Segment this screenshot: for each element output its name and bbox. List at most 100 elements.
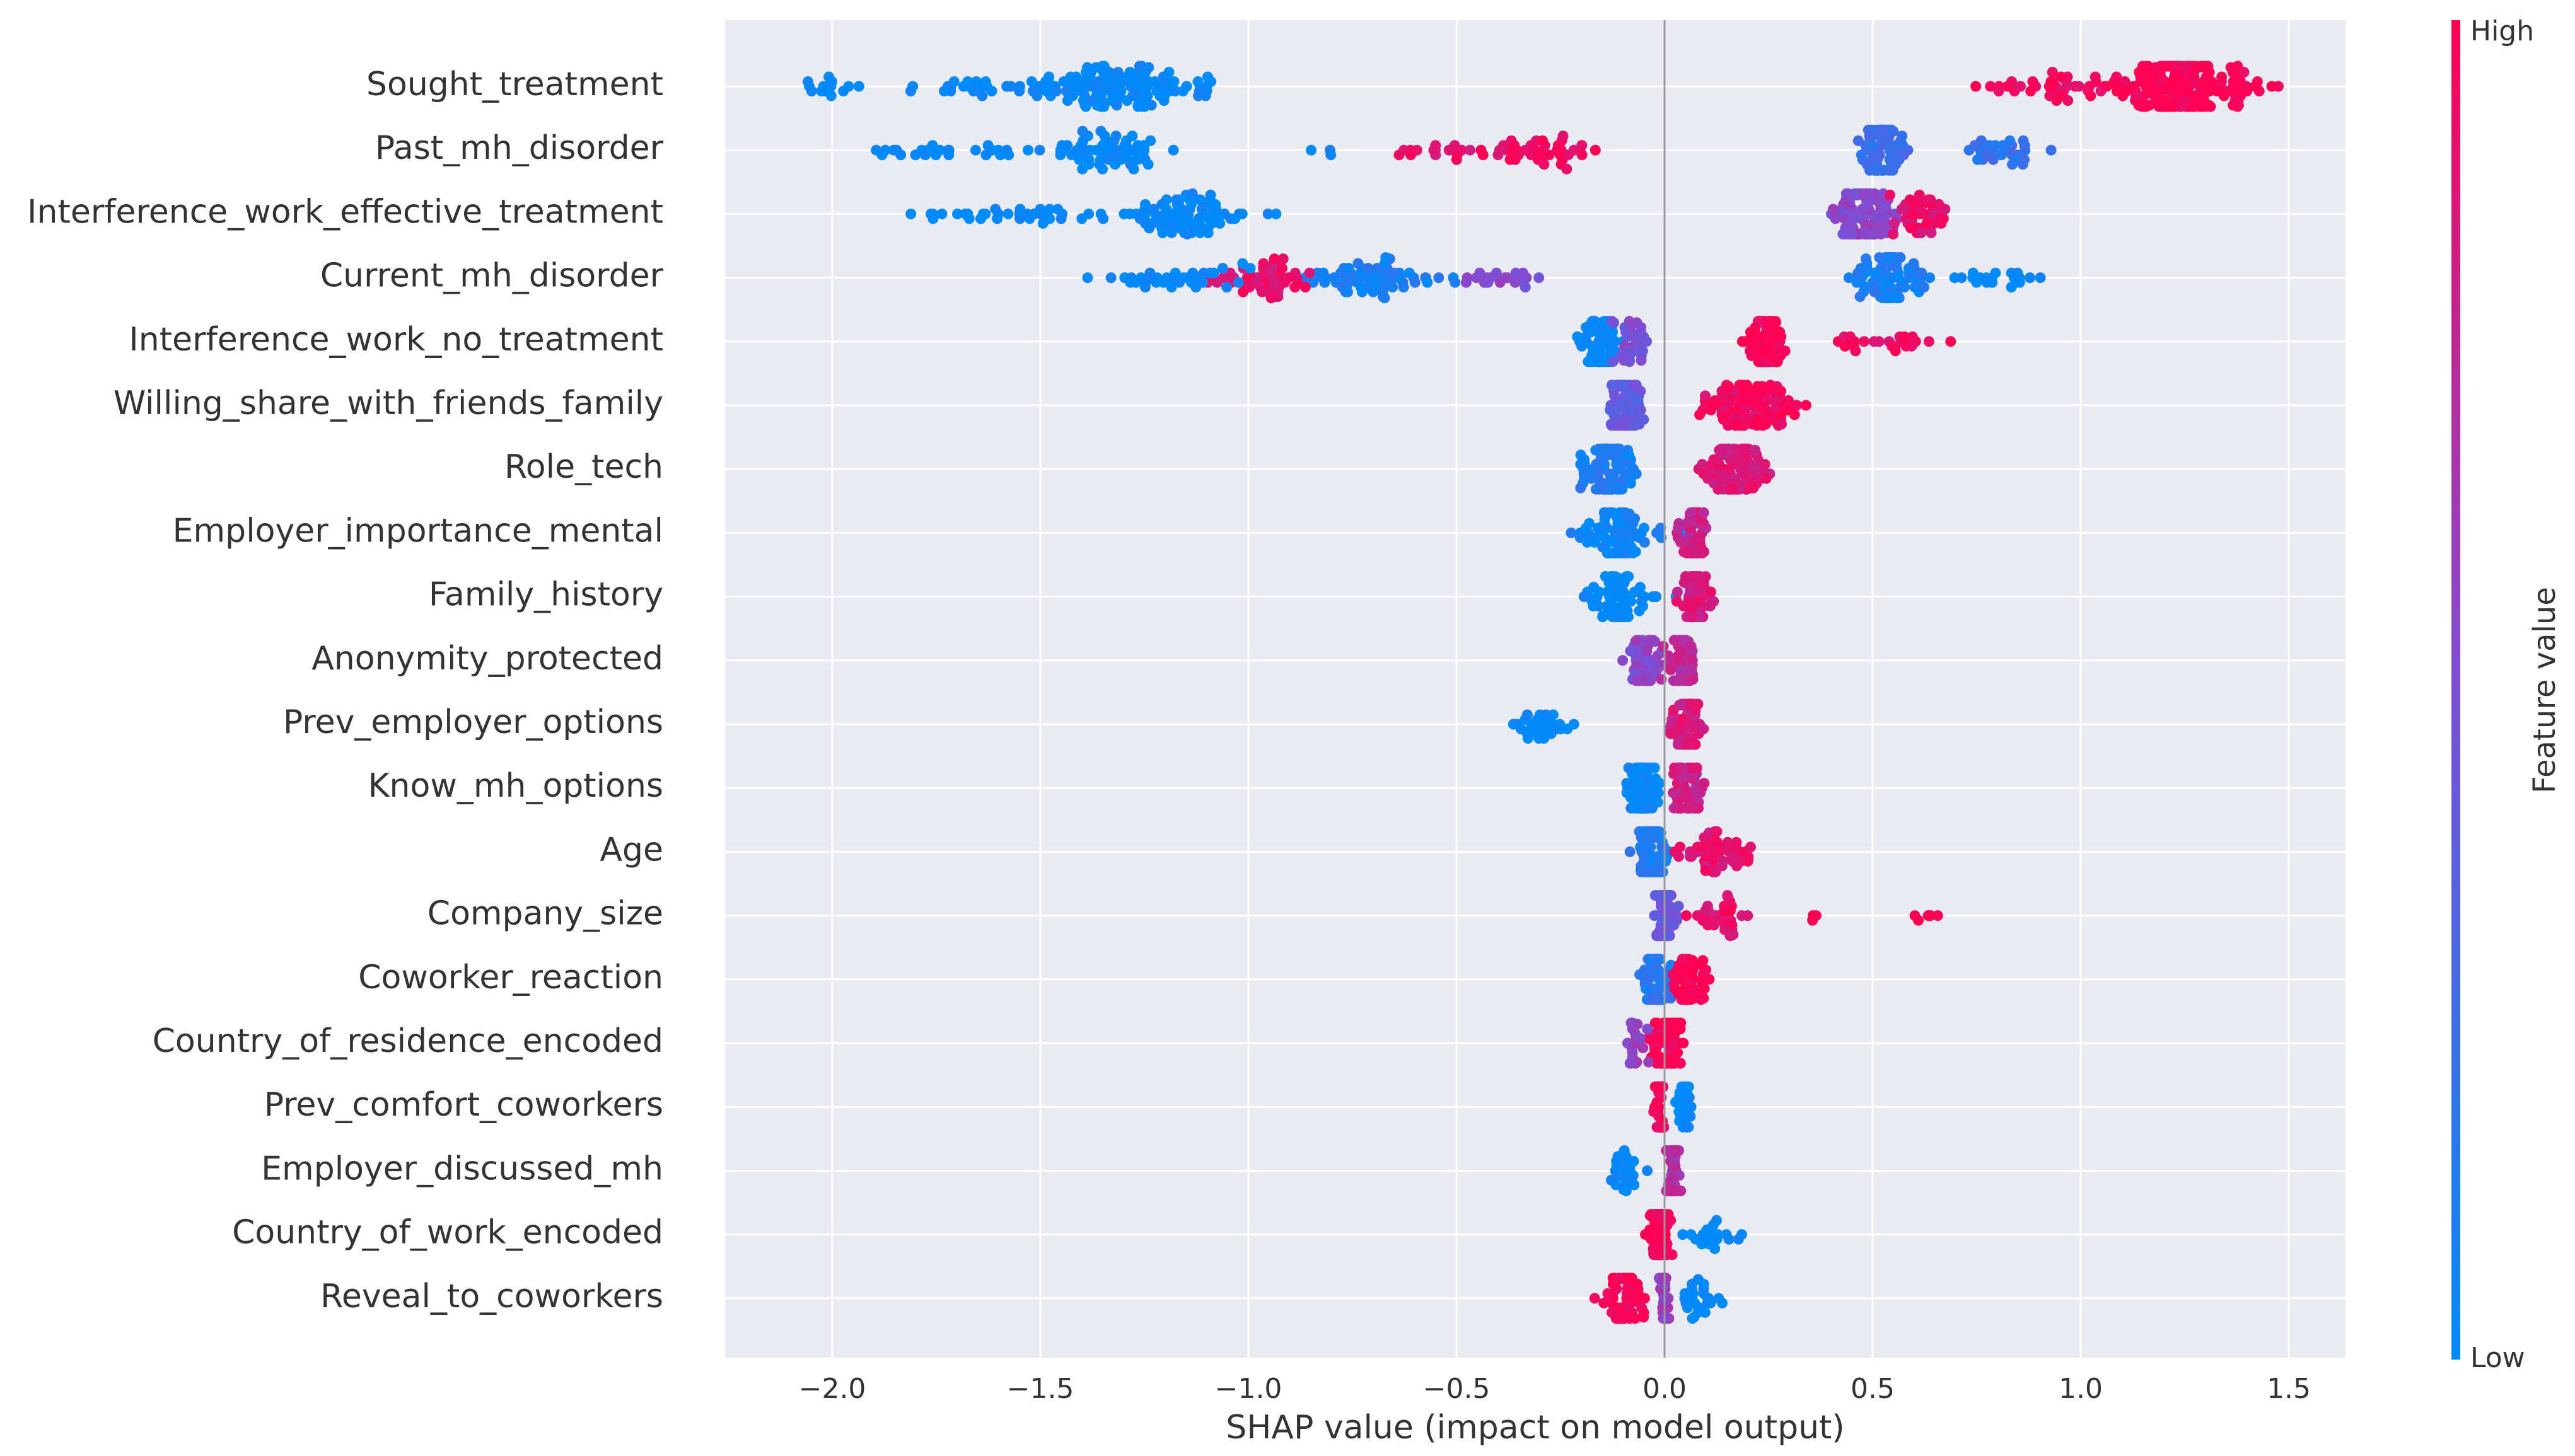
shap-point [952, 208, 963, 219]
shap-point [2015, 81, 2026, 92]
shap-point [1174, 277, 1185, 288]
shap-point [980, 149, 992, 161]
shap-point [1477, 149, 1489, 161]
shap-point [1277, 253, 1289, 265]
shap-point [1014, 204, 1026, 215]
shap-point [1685, 507, 1696, 518]
shap-point [927, 213, 939, 224]
shap-point [1158, 277, 1169, 288]
shap-point [958, 81, 969, 92]
shap-point [1675, 1017, 1687, 1029]
shap-point [1065, 71, 1076, 83]
shap-point [1105, 272, 1117, 284]
shap-point [1643, 635, 1654, 646]
shap-point [2163, 61, 2175, 72]
shap-point [1628, 1155, 1639, 1167]
feature-label: Prev_employer_options [283, 703, 663, 741]
shap-point [1678, 635, 1689, 646]
feature-label: Country_of_work_encoded [232, 1214, 663, 1252]
shap-point [1687, 955, 1698, 966]
shap-point [1607, 356, 1619, 367]
shap-point [1765, 345, 1776, 357]
shap-point [1648, 1106, 1660, 1118]
shap-point [1945, 336, 1956, 347]
shap-point [1623, 611, 1634, 623]
shap-point [905, 208, 917, 219]
shap-point [1627, 547, 1639, 558]
shap-point [2238, 67, 2250, 78]
shap-point [1533, 733, 1545, 744]
shap-point [1617, 655, 1629, 666]
shap-point [1706, 586, 1716, 598]
shap-point [1699, 778, 1710, 789]
shap-point [1691, 762, 1702, 773]
shap-point [1034, 144, 1045, 156]
shap-point [2090, 71, 2101, 83]
shap-point [1537, 135, 1548, 146]
shap-point [1895, 252, 1906, 263]
shap-point [1044, 213, 1055, 224]
feature-label: Reveal_to_coworkers [320, 1278, 663, 1315]
shap-point [1637, 1043, 1649, 1053]
shap-point [1690, 739, 1701, 750]
shap-point [1095, 125, 1107, 137]
shap-point [1702, 920, 1714, 931]
shap-point [1972, 154, 1984, 165]
shap-point [1619, 1145, 1630, 1156]
shap-point [2035, 272, 2046, 284]
shap-point [1723, 420, 1734, 431]
shap-point [1149, 76, 1161, 87]
shap-point [1491, 267, 1502, 279]
shap-point [1132, 101, 1144, 112]
shap-point [1634, 605, 1645, 616]
shap-point [1712, 836, 1723, 848]
shap-point [1610, 1179, 1622, 1191]
feature-label: Role_tech [504, 448, 663, 486]
shap-point [1342, 286, 1353, 298]
shap-point [1837, 228, 1849, 240]
shap-point [1161, 194, 1172, 205]
shap-point [1624, 316, 1635, 327]
shap-point [1238, 286, 1248, 298]
shap-point [1614, 547, 1625, 558]
shap-point [995, 149, 1006, 161]
feature-label: Company_size [427, 895, 663, 933]
shap-point [1077, 163, 1088, 175]
shap-point [1687, 611, 1698, 623]
shap-point [1629, 420, 1640, 431]
shap-point [1646, 802, 1658, 814]
shap-point [1139, 282, 1151, 293]
shap-point [1192, 76, 1204, 87]
shap-point [1194, 227, 1206, 238]
shap-point [1755, 316, 1766, 327]
shap-point [1202, 227, 1214, 238]
shap-point [1163, 67, 1175, 78]
shap-point [1576, 340, 1588, 352]
shap-point [1678, 1037, 1689, 1049]
shap-point [1279, 277, 1291, 288]
shap-point [1863, 124, 1874, 136]
shap-point [1914, 189, 1925, 200]
shap-point [1269, 253, 1280, 265]
shap-point [1026, 76, 1037, 87]
shap-point [927, 140, 938, 151]
shap-point [1874, 252, 1885, 263]
x-tick-label: 1.0 [2059, 1373, 2103, 1405]
shap-point [1003, 208, 1014, 219]
shap-point [1110, 130, 1122, 142]
shap-point [1869, 165, 1880, 176]
shap-point [1774, 326, 1786, 338]
shap-point [1080, 101, 1091, 112]
shap-point [1289, 282, 1301, 293]
shap-point [823, 71, 835, 83]
x-tick-label: −0.5 [1423, 1373, 1491, 1405]
shap-point [1742, 855, 1753, 867]
shap-point [2241, 86, 2253, 96]
x-tick-labels: −2.0 −1.5 −1.0 −0.5 0.0 0.5 1.0 1.5 [799, 1373, 2311, 1405]
shap-point [1624, 846, 1636, 857]
shap-point [1997, 140, 2009, 151]
shap-point [1699, 1307, 1711, 1318]
shap-point [1647, 591, 1658, 603]
shap-point [1590, 144, 1601, 156]
